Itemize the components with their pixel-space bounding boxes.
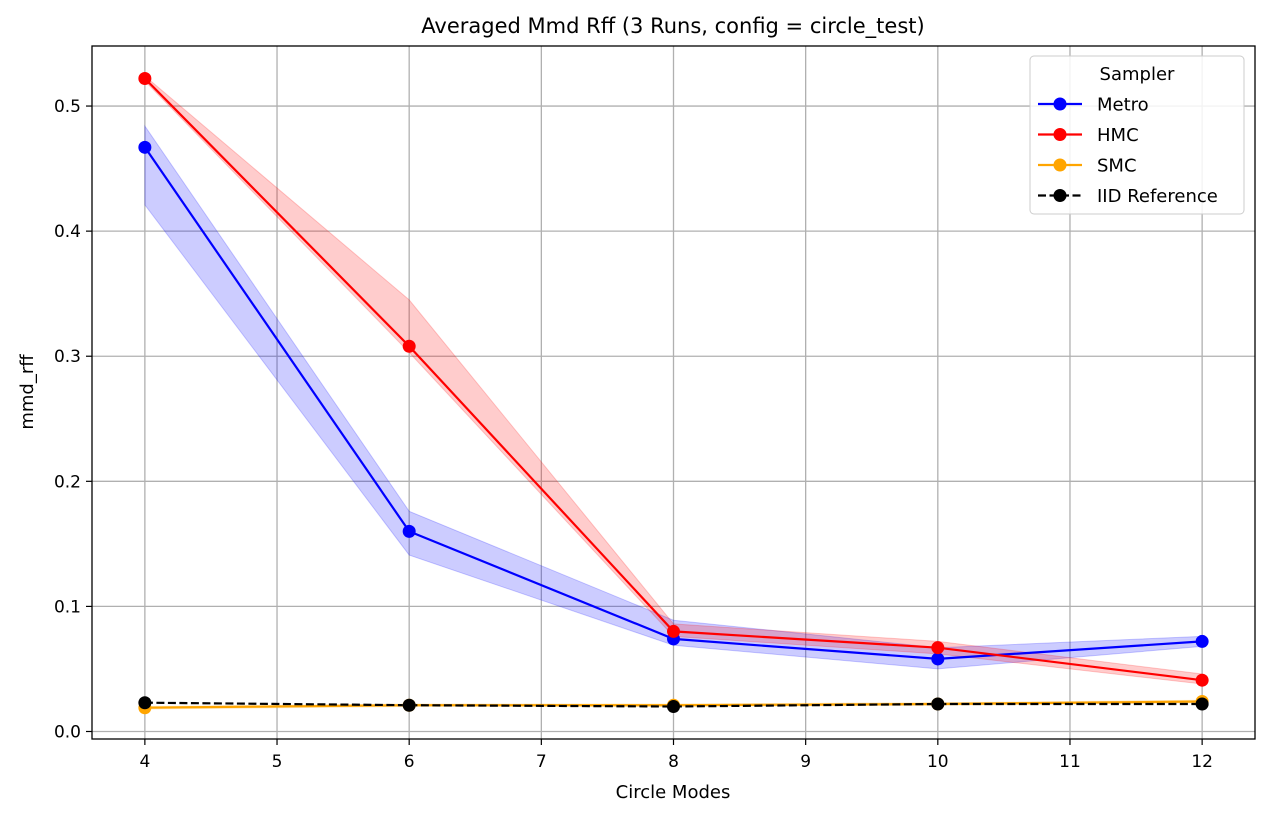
hmc-point <box>1195 673 1209 687</box>
iid-reference-point <box>667 699 680 713</box>
iid-reference-line <box>144 701 1203 708</box>
legend-label-smc: SMC <box>1097 156 1137 177</box>
y-tick-label: 0.4 <box>54 222 81 242</box>
legend-label-iid-reference: IID Reference <box>1097 186 1218 207</box>
x-axis-label: Circle Modes <box>616 782 731 803</box>
x-tick-label: 5 <box>272 752 283 772</box>
x-tick-label: 7 <box>536 752 547 772</box>
legend-marker-metro <box>1053 97 1067 111</box>
hmc-point <box>931 641 945 655</box>
x-tick-label: 10 <box>927 752 949 772</box>
metro-point <box>1195 634 1209 648</box>
metro-point <box>402 524 416 538</box>
iid-reference-point <box>931 697 945 711</box>
chart-title: Averaged Mmd Rff (3 Runs, config = circl… <box>421 14 924 39</box>
y-tick-label: 0.2 <box>54 472 81 492</box>
hmc-point <box>402 339 416 353</box>
metro-point <box>138 140 152 154</box>
x-tick-label: 12 <box>1191 752 1213 772</box>
legend-title: Sampler <box>1100 64 1175 85</box>
x-tick-label: 9 <box>800 752 811 772</box>
series-points <box>138 72 1209 715</box>
y-tick-label: 0.0 <box>54 722 81 742</box>
x-tick-label: 6 <box>404 752 415 772</box>
x-tick-label: 4 <box>139 752 150 772</box>
legend-items: Metro HMC SMC IID Reference <box>1038 95 1218 207</box>
y-axis-label: mmd_rff <box>17 354 38 430</box>
y-tick-label: 0.3 <box>54 347 81 367</box>
y-tick-label: 0.1 <box>54 597 81 617</box>
iid-reference-point <box>402 698 416 712</box>
iid-reference-point <box>138 696 152 710</box>
legend-marker-smc <box>1053 158 1067 172</box>
legend: Sampler Metro HMC SMC IID Reference <box>1029 55 1245 215</box>
legend-label-hmc: HMC <box>1097 125 1139 146</box>
legend-box <box>1029 55 1245 215</box>
legend-marker-hmc <box>1053 128 1067 141</box>
legend-label-metro: Metro <box>1097 95 1149 116</box>
metro-point <box>931 652 945 666</box>
hmc-point <box>667 624 680 638</box>
axis-ticks: 4 5 6 7 8 9 10 11 12 0.0 0.1 0.2 0.3 0.4 0.5 <box>54 97 1213 772</box>
iid-reference-point <box>1195 697 1209 711</box>
x-tick-label: 8 <box>668 752 679 772</box>
x-tick-label: 11 <box>1059 752 1081 772</box>
hmc-point <box>138 72 152 86</box>
y-tick-label: 0.5 <box>54 97 81 117</box>
legend-marker-iid-reference <box>1053 189 1067 202</box>
